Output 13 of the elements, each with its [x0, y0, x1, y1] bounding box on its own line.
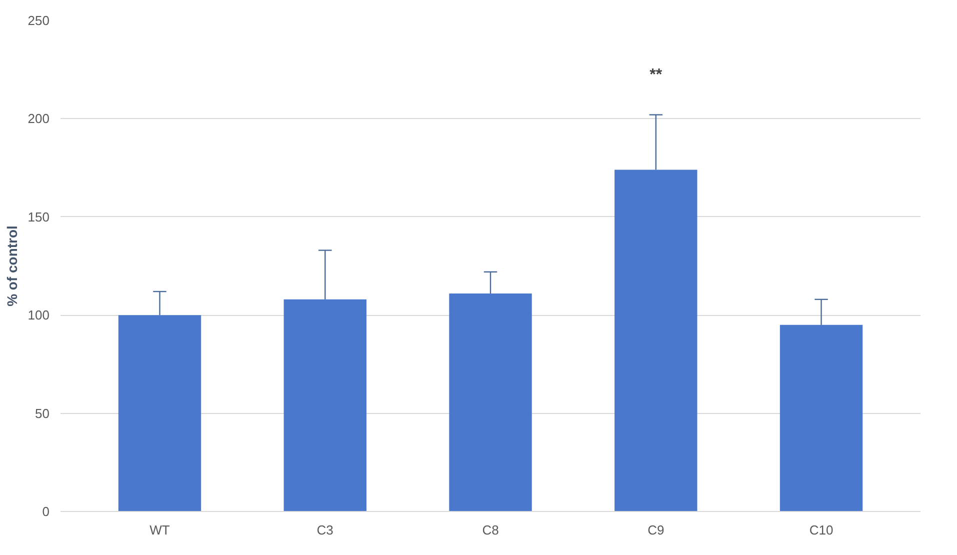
- y-tick-label: 150: [28, 209, 50, 224]
- y-tick-label: 0: [42, 504, 50, 519]
- y-tick-label: 50: [35, 406, 50, 421]
- annotation: **: [650, 66, 663, 84]
- x-tick-label: C9: [648, 522, 664, 538]
- x-tick-label: WT: [150, 522, 170, 538]
- x-tick-label: C10: [809, 522, 834, 538]
- y-tick-label: 100: [28, 308, 50, 323]
- x-tick-label: C8: [482, 522, 499, 538]
- y-tick-label: 200: [28, 111, 50, 126]
- y-axis-title: % of control: [4, 226, 20, 306]
- x-tick-label: C3: [316, 522, 334, 538]
- y-tick-label: 250: [28, 13, 50, 28]
